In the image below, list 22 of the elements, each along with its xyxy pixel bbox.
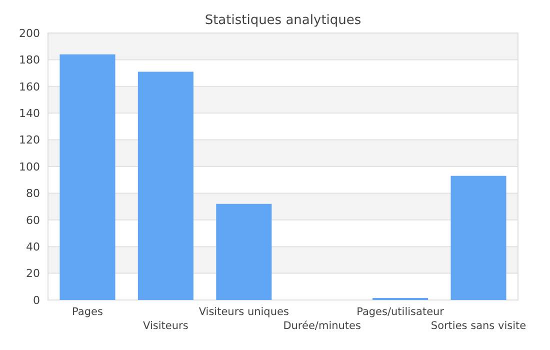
y-tick-label: 100	[19, 160, 40, 174]
x-tick-label: Visiteurs uniques	[198, 306, 289, 318]
y-tick-label: 160	[19, 80, 40, 94]
y-tick-label: 60	[26, 214, 40, 227]
x-tick-label: Durée/minutes	[283, 320, 361, 332]
bar	[138, 72, 194, 300]
y-tick-label: 0	[33, 294, 40, 307]
chart-title: Statistiques analytiques	[204, 13, 362, 28]
x-tick-label: Pages	[72, 306, 103, 318]
bar	[450, 176, 506, 300]
y-tick-label: 20	[26, 267, 40, 280]
y-tick-label: 120	[19, 134, 40, 147]
y-tick-label: 80	[26, 187, 40, 200]
x-tick-label: Visiteurs	[143, 320, 188, 332]
x-tick-label: Pages/utilisateur	[356, 306, 445, 318]
y-tick-label: 180	[19, 54, 40, 67]
y-tick-label: 140	[19, 106, 40, 120]
y-tick-label: 40	[26, 240, 40, 254]
x-tick-label: Sorties sans visite	[430, 320, 526, 332]
bar	[216, 204, 272, 300]
bar	[60, 54, 116, 300]
y-tick-label: 200	[19, 26, 40, 40]
